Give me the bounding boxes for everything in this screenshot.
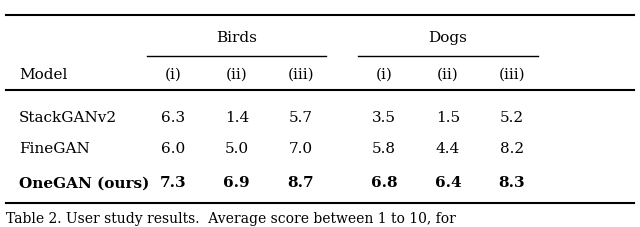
Text: (ii): (ii) — [437, 67, 459, 81]
Text: FineGAN: FineGAN — [19, 142, 90, 156]
Text: 5.8: 5.8 — [372, 142, 396, 156]
Text: 7.3: 7.3 — [159, 175, 186, 190]
Text: 5.0: 5.0 — [225, 142, 249, 156]
Text: Model: Model — [19, 67, 68, 81]
Text: (i): (i) — [376, 67, 392, 81]
Text: OneGAN (ours): OneGAN (ours) — [19, 175, 150, 190]
Text: 6.0: 6.0 — [161, 142, 185, 156]
Text: 6.9: 6.9 — [223, 175, 250, 190]
Text: 8.2: 8.2 — [500, 142, 524, 156]
Text: (iii): (iii) — [287, 67, 314, 81]
Text: 5.2: 5.2 — [500, 110, 524, 124]
Text: (i): (i) — [164, 67, 181, 81]
Text: 8.7: 8.7 — [287, 175, 314, 190]
Text: 6.4: 6.4 — [435, 175, 461, 190]
Text: 5.7: 5.7 — [289, 110, 313, 124]
Text: 7.0: 7.0 — [289, 142, 313, 156]
Text: Dogs: Dogs — [429, 31, 467, 45]
Text: 1.4: 1.4 — [225, 110, 249, 124]
Text: Birds: Birds — [216, 31, 257, 45]
Text: 1.5: 1.5 — [436, 110, 460, 124]
Text: 3.5: 3.5 — [372, 110, 396, 124]
Text: (ii): (ii) — [226, 67, 248, 81]
Text: Table 2. User study results.  Average score between 1 to 10, for: Table 2. User study results. Average sco… — [6, 212, 456, 225]
Text: 4.4: 4.4 — [436, 142, 460, 156]
Text: (iii): (iii) — [499, 67, 525, 81]
Text: 6.8: 6.8 — [371, 175, 397, 190]
Text: 8.3: 8.3 — [499, 175, 525, 190]
Text: StackGANv2: StackGANv2 — [19, 110, 117, 124]
Text: 6.3: 6.3 — [161, 110, 185, 124]
